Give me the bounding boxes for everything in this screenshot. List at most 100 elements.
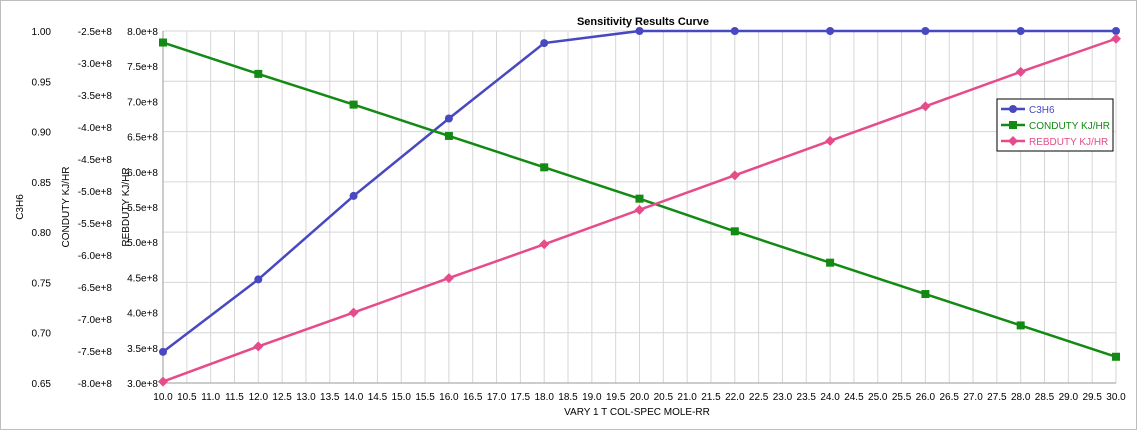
x-tick-label: 17.0 bbox=[487, 392, 507, 403]
y-tick-label: 6.0e+8 bbox=[127, 168, 158, 179]
y-tick-label: 1.00 bbox=[32, 27, 52, 38]
series-circle bbox=[159, 27, 1120, 356]
x-tick-label: 19.0 bbox=[582, 392, 602, 403]
data-point-diamond bbox=[158, 376, 168, 387]
data-point-circle bbox=[635, 27, 644, 35]
data-point-diamond bbox=[825, 135, 836, 146]
y-axis-title: C3H6 bbox=[15, 194, 26, 220]
y-tick-label: -7.0e+8 bbox=[78, 315, 113, 326]
x-tick-label: 22.5 bbox=[749, 392, 769, 403]
x-tick-label: 29.5 bbox=[1082, 392, 1102, 403]
x-tick-label: 20.0 bbox=[630, 392, 650, 403]
data-point-circle bbox=[1016, 27, 1025, 35]
y-tick-label: 5.0e+8 bbox=[127, 238, 158, 249]
x-tick-label: 22.0 bbox=[725, 392, 745, 403]
x-axis-title: VARY 1 T COL-SPEC MOLE-RR bbox=[564, 407, 710, 418]
data-point-diamond bbox=[348, 307, 359, 318]
data-point-diamond bbox=[634, 204, 645, 215]
y-tick-label: -2.5e+8 bbox=[78, 27, 113, 38]
x-tick-label: 14.5 bbox=[368, 392, 388, 403]
data-point-diamond bbox=[443, 273, 454, 284]
legend-item[interactable]: REBDUTY KJ/HR bbox=[1001, 136, 1108, 148]
y-tick-label: 3.0e+8 bbox=[127, 379, 158, 390]
data-point-square bbox=[730, 227, 739, 236]
data-point-diamond bbox=[253, 341, 264, 352]
y-tick-label: 0.85 bbox=[32, 178, 52, 189]
data-point-circle bbox=[159, 347, 167, 356]
data-point-square bbox=[349, 100, 358, 109]
data-point-square bbox=[540, 163, 549, 172]
y-tick-label: 3.5e+8 bbox=[127, 344, 158, 355]
x-tick-label: 30.0 bbox=[1106, 392, 1126, 403]
data-point-circle bbox=[826, 27, 835, 35]
x-tick-label: 24.0 bbox=[820, 392, 840, 403]
x-tick-label: 18.5 bbox=[558, 392, 578, 403]
x-tick-label: 25.0 bbox=[868, 392, 888, 403]
legend[interactable]: C3H6 CONDUTY KJ/HR REBDUTY KJ/HR bbox=[996, 98, 1114, 152]
data-point-circle bbox=[444, 114, 453, 123]
x-tick-label: 27.0 bbox=[963, 392, 983, 403]
x-tick-label: 10.0 bbox=[153, 392, 173, 403]
legend-item[interactable]: C3H6 bbox=[1001, 105, 1055, 116]
x-tick-label: 12.0 bbox=[249, 392, 269, 403]
x-tick-label: 16.5 bbox=[463, 392, 483, 403]
x-tick-label: 14.0 bbox=[344, 392, 364, 403]
x-tick-label: 10.5 bbox=[177, 392, 197, 403]
data-point-circle bbox=[1112, 27, 1120, 35]
data-point-circle bbox=[254, 275, 263, 284]
data-point-square bbox=[1112, 352, 1120, 361]
legend-marker-diamond bbox=[1008, 136, 1018, 146]
series-diamond bbox=[158, 33, 1121, 387]
y-tick-label: 7.5e+8 bbox=[127, 62, 158, 73]
y-axis-title: CONDUTY KJ/HR bbox=[61, 167, 72, 248]
y-tick-label: -7.5e+8 bbox=[78, 347, 113, 358]
x-tick-label: 28.0 bbox=[1011, 392, 1031, 403]
data-point-diamond bbox=[1015, 66, 1026, 77]
x-tick-label: 26.0 bbox=[916, 392, 936, 403]
x-tick-label: 23.0 bbox=[773, 392, 793, 403]
data-point-circle bbox=[540, 39, 549, 48]
y-tick-label: -3.0e+8 bbox=[78, 59, 113, 70]
y-tick-label: 0.95 bbox=[32, 77, 52, 88]
legend-marker-circle bbox=[1009, 105, 1017, 113]
x-tick-label: 28.5 bbox=[1035, 392, 1055, 403]
legend-label: REBDUTY KJ/HR bbox=[1029, 137, 1108, 148]
y-tick-label: -4.0e+8 bbox=[78, 123, 113, 134]
legend-item[interactable]: CONDUTY KJ/HR bbox=[1001, 121, 1110, 132]
data-point-diamond bbox=[539, 239, 550, 250]
y-tick-label: -8.0e+8 bbox=[78, 379, 113, 390]
x-tick-label: 13.0 bbox=[296, 392, 316, 403]
data-point-circle bbox=[730, 27, 739, 35]
x-tick-label: 16.0 bbox=[439, 392, 459, 403]
x-tick-label: 17.5 bbox=[511, 392, 531, 403]
x-tick-label: 21.0 bbox=[677, 392, 697, 403]
x-tick-label: 15.5 bbox=[415, 392, 435, 403]
legend-label: C3H6 bbox=[1029, 105, 1055, 116]
x-tick-label: 29.0 bbox=[1059, 392, 1079, 403]
y-tick-label: 0.70 bbox=[32, 329, 52, 340]
axes: 10.0 10.5 11.0 11.5 12.0 12.5 13.0 13.5 14.0 14.5… bbox=[15, 27, 1126, 403]
x-tick-label: 13.5 bbox=[320, 392, 340, 403]
y-tick-label: 0.75 bbox=[32, 278, 52, 289]
chart-title: Sensitivity Results Curve bbox=[577, 16, 709, 28]
y-tick-label: 5.5e+8 bbox=[127, 203, 158, 214]
x-tick-label: 18.0 bbox=[534, 392, 554, 403]
y-tick-label: -4.5e+8 bbox=[78, 155, 113, 166]
y-tick-label: 4.0e+8 bbox=[127, 309, 158, 320]
y-tick-label: 4.5e+8 bbox=[127, 273, 158, 284]
x-tick-label: 21.5 bbox=[701, 392, 721, 403]
legend-label: CONDUTY KJ/HR bbox=[1029, 121, 1110, 132]
y-tick-label: 8.0e+8 bbox=[127, 27, 158, 38]
x-tick-label: 20.5 bbox=[654, 392, 674, 403]
y-tick-label: -5.0e+8 bbox=[78, 187, 113, 198]
y-tick-label: -5.5e+8 bbox=[78, 219, 113, 230]
y-tick-label: -6.0e+8 bbox=[78, 251, 113, 262]
data-point-square bbox=[635, 194, 644, 203]
data-point-circle bbox=[921, 27, 930, 35]
series-layer bbox=[158, 27, 1121, 387]
y-tick-label: 0.65 bbox=[32, 379, 52, 390]
data-point-diamond bbox=[1111, 33, 1121, 44]
y-tick-label: 0.80 bbox=[32, 228, 52, 239]
